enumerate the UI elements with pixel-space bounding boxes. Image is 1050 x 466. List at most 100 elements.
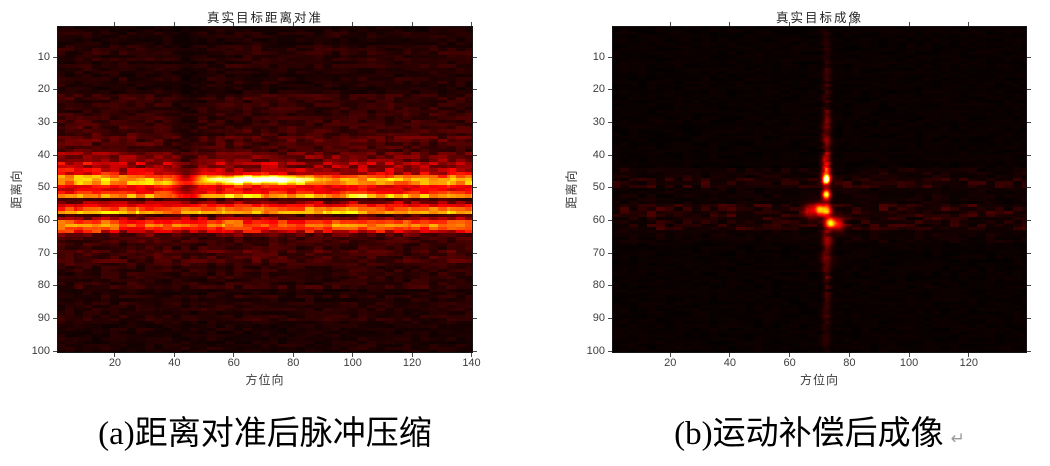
y-tick-mark <box>473 350 477 352</box>
y-tick-label: 50 <box>37 181 50 194</box>
y-tick-label: 20 <box>37 83 50 96</box>
x-tick-mark <box>471 353 472 357</box>
y-tick-mark <box>53 285 57 287</box>
y-tick-mark <box>53 350 57 352</box>
y-tick-label: 80 <box>37 279 50 292</box>
y-tick-mark <box>608 350 612 352</box>
y-tick-mark <box>53 56 57 58</box>
y-tick-label: 70 <box>592 246 605 259</box>
y-tick-label: 50 <box>592 181 605 194</box>
y-tick-mark <box>1027 121 1031 123</box>
paragraph-mark: ↵ <box>950 429 965 448</box>
x-tick-mark <box>968 353 970 357</box>
y-tick-label: 100 <box>31 344 50 357</box>
x-tick-mark <box>352 22 354 26</box>
x-tick-label: 40 <box>168 357 181 369</box>
y-tick-label: 60 <box>37 214 50 227</box>
y-tick-label: 70 <box>37 246 50 259</box>
x-tick-label: 120 <box>959 357 978 369</box>
x-tick-label: 20 <box>108 357 122 369</box>
y-tick-mark <box>1027 220 1031 222</box>
y-tick-mark <box>53 252 57 254</box>
caption-text-b: (b)运动补偿后成像 <box>674 416 944 452</box>
y-tick-label: 80 <box>592 279 605 292</box>
x-tick-mark <box>114 22 116 26</box>
y-tick-mark <box>608 121 612 123</box>
x-tick-label: 60 <box>783 357 796 369</box>
y-tick-mark <box>1027 89 1031 91</box>
heatmap-canvas-b <box>613 27 1026 352</box>
heatmap-plot-a <box>57 26 473 353</box>
y-tick-mark <box>473 121 477 123</box>
x-tick-label: 100 <box>343 357 362 369</box>
plot-title-b: 真实目标成像 <box>775 11 863 25</box>
y-tick-mark <box>1027 350 1031 352</box>
y-tick-mark <box>473 56 477 58</box>
x-tick-mark <box>729 353 731 357</box>
heatmap-plot-b <box>612 26 1027 353</box>
figure-caption-a: (a)距离对准后脉冲压缩 <box>57 413 473 457</box>
y-tick-label: 90 <box>592 312 605 325</box>
y-tick-mark <box>608 285 612 287</box>
y-tick-mark <box>473 252 477 254</box>
x-tick-mark <box>292 353 294 357</box>
y-tick-mark <box>1027 285 1031 287</box>
x-tick-label: 140 <box>462 357 481 369</box>
x-tick-mark <box>729 22 731 26</box>
figure-caption-b: (b)运动补偿后成像 ↵ <box>612 413 1027 457</box>
caption-text-a: (a)距离对准后脉冲压缩 <box>98 416 432 452</box>
x-tick-label: 100 <box>899 357 919 369</box>
x-tick-label: 60 <box>227 357 240 369</box>
x-tick-mark <box>471 22 472 26</box>
y-tick-mark <box>608 56 612 58</box>
y-tick-mark <box>608 318 612 320</box>
x-tick-mark <box>908 353 910 357</box>
x-tick-label: 80 <box>287 357 300 369</box>
y-tick-label: 30 <box>592 115 605 128</box>
x-tick-mark <box>669 353 671 357</box>
y-tick-mark <box>1027 252 1031 254</box>
x-tick-mark <box>789 22 791 26</box>
y-tick-label: 40 <box>37 148 50 161</box>
x-tick-mark <box>292 22 294 26</box>
y-tick-mark <box>473 187 477 189</box>
y-tick-mark <box>473 220 477 222</box>
y-tick-mark <box>608 187 612 189</box>
x-tick-label: 40 <box>723 357 737 369</box>
x-tick-mark <box>669 22 671 26</box>
y-tick-mark <box>608 89 612 91</box>
y-tick-mark <box>1027 56 1031 58</box>
y-tick-label: 100 <box>586 344 605 357</box>
y-tick-mark <box>473 154 477 156</box>
y-tick-mark <box>53 154 57 156</box>
x-axis-label-a: 方位向 <box>245 373 285 387</box>
x-tick-mark <box>908 22 910 26</box>
heatmap-canvas-a <box>58 27 472 352</box>
x-tick-label: 120 <box>402 357 422 369</box>
y-tick-mark <box>53 121 57 123</box>
y-tick-mark <box>473 89 477 91</box>
y-tick-label: 40 <box>592 148 605 161</box>
x-axis-label-b: 方位向 <box>799 373 839 387</box>
y-tick-mark <box>53 187 57 189</box>
x-tick-mark <box>411 22 413 26</box>
x-tick-mark <box>173 353 175 357</box>
x-tick-mark <box>173 22 175 26</box>
y-tick-label: 60 <box>592 214 605 227</box>
y-tick-mark <box>608 154 612 156</box>
y-tick-mark <box>1027 318 1031 320</box>
y-tick-mark <box>473 318 477 320</box>
y-tick-mark <box>53 318 57 320</box>
y-tick-mark <box>608 220 612 222</box>
y-tick-mark <box>1027 154 1031 156</box>
y-tick-mark <box>473 285 477 287</box>
x-tick-mark <box>789 353 791 357</box>
y-tick-label: 30 <box>37 115 50 128</box>
x-tick-mark <box>114 353 116 357</box>
y-tick-mark <box>608 252 612 254</box>
x-tick-mark <box>352 353 354 357</box>
x-tick-mark <box>233 22 235 26</box>
x-tick-mark <box>848 353 850 357</box>
y-tick-mark <box>53 220 57 222</box>
